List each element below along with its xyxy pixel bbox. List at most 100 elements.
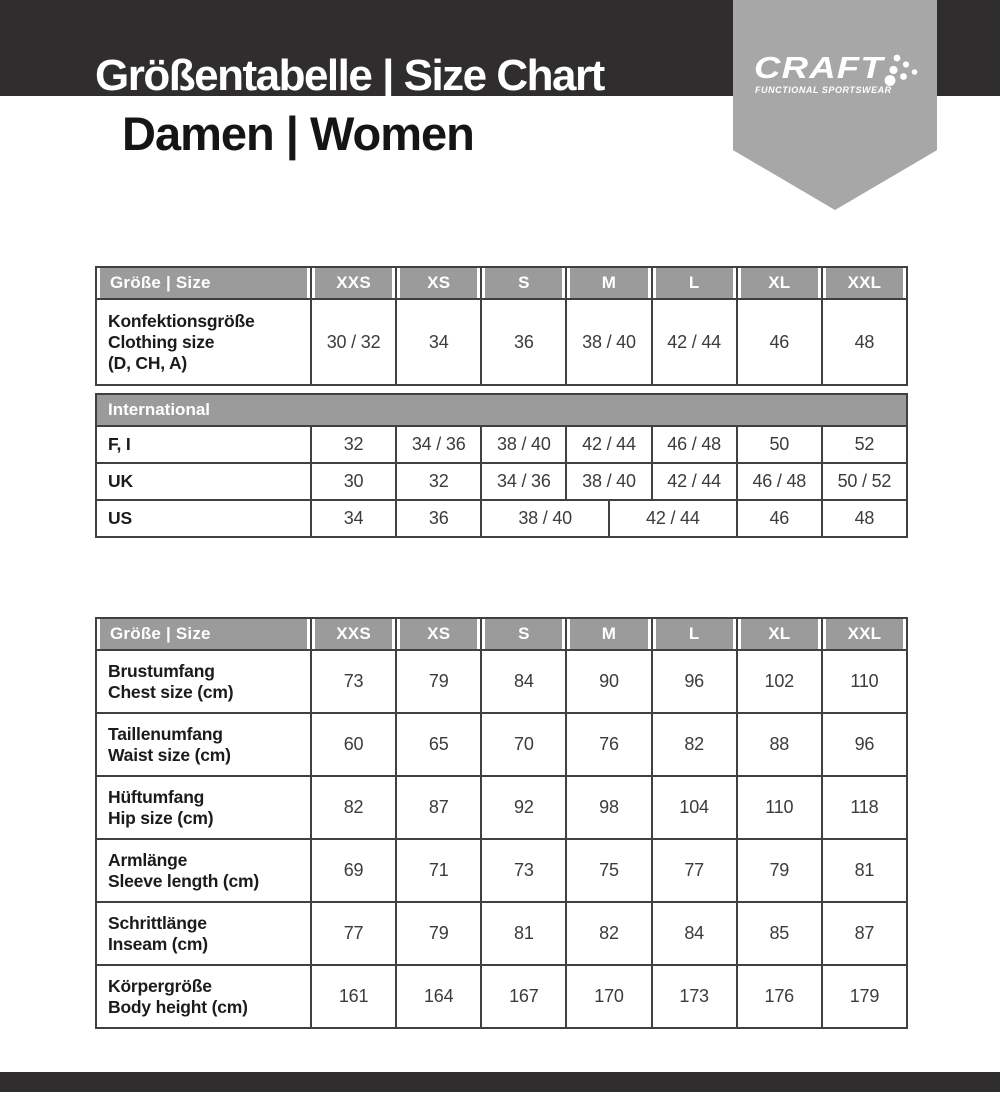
- row-label-en: Inseam (cm): [108, 933, 208, 954]
- size-value-cell: 76: [565, 712, 651, 775]
- size-value-cell: 34: [395, 298, 481, 384]
- size-value-cell: 50: [735, 425, 821, 462]
- size-value-cell: 81: [820, 838, 906, 901]
- row-label-de: Schrittlänge: [108, 912, 207, 933]
- bottom-bar: [0, 1072, 1000, 1092]
- size-value-cell: 82: [565, 901, 651, 964]
- size-col-label: S: [485, 268, 563, 298]
- international-grid: International F, I 32 34 / 36 38 / 40 42…: [95, 393, 908, 538]
- size-value-cell: 164: [395, 964, 481, 1027]
- size-value-cell: 71: [395, 838, 481, 901]
- size-value-cell: 176: [735, 964, 821, 1027]
- row-label-sleeve: Armlänge Sleeve length (cm): [97, 838, 310, 901]
- size-value-cell: 82: [650, 712, 736, 775]
- size-value-cell: 65: [395, 712, 481, 775]
- international-size-table: International F, I 32 34 / 36 38 / 40 42…: [95, 393, 908, 538]
- row-label-de: Körpergröße: [108, 975, 212, 996]
- measurements-grid: Größe | Size XXS XS S M L XL XXL Brustum…: [95, 617, 908, 1029]
- size-value-cell: 167: [480, 964, 566, 1027]
- row-label-uk: UK: [97, 462, 310, 499]
- row-label-fi: F, I: [97, 425, 310, 462]
- row-label-de: Konfektionsgröße: [108, 310, 255, 331]
- size-value-cell: 79: [395, 901, 481, 964]
- size-col-header: XXS: [310, 619, 396, 649]
- size-value-cell: 82: [310, 775, 396, 838]
- size-value-cell: 42 / 44: [650, 462, 736, 499]
- size-col-header: M: [565, 619, 651, 649]
- size-value-cell: 36: [395, 499, 481, 536]
- size-col-header: XXL: [820, 619, 906, 649]
- size-value-cell: 81: [480, 901, 566, 964]
- row-label-de: Armlänge: [108, 849, 188, 870]
- page-title: Größentabelle | Size Chart: [95, 51, 605, 100]
- size-value-cell: 36: [480, 298, 566, 384]
- size-value-cell: 48: [820, 499, 906, 536]
- size-value-cell: 38 / 40: [565, 298, 651, 384]
- row-label-de: Hüftumfang: [108, 786, 205, 807]
- size-value-cell: 118: [820, 775, 906, 838]
- size-value-cell: 32: [310, 425, 396, 462]
- size-value-cell: 50 / 52: [820, 462, 906, 499]
- row-label-en: Sleeve length (cm): [108, 870, 260, 891]
- size-col-header: XXL: [820, 268, 906, 298]
- size-col-label: L: [655, 268, 733, 298]
- size-value-cell: 84: [480, 649, 566, 712]
- size-value-cell: 48: [820, 298, 906, 384]
- size-header-label: Größe | Size: [100, 268, 307, 298]
- size-value-cell-wide: 42 / 44: [608, 499, 736, 536]
- size-col-label: XXS: [315, 619, 393, 649]
- size-value-cell: 79: [735, 838, 821, 901]
- size-col-label: XL: [740, 619, 818, 649]
- size-value-cell: 73: [310, 649, 396, 712]
- size-col-label: XS: [400, 268, 478, 298]
- size-col-label: XS: [400, 619, 478, 649]
- craft-tagline: FUNCTIONAL SPORTSWEAR: [755, 85, 892, 95]
- size-value-cell: 85: [735, 901, 821, 964]
- size-col-label: XXS: [315, 268, 393, 298]
- size-col-header: XL: [735, 619, 821, 649]
- size-header-label: Größe | Size: [100, 619, 307, 649]
- size-col-header: L: [650, 268, 736, 298]
- size-col-header: S: [480, 268, 566, 298]
- row-label-en: Chest size (cm): [108, 681, 234, 702]
- size-value-cell: 70: [480, 712, 566, 775]
- craft-dots-icon: [884, 54, 918, 86]
- size-value-cell: 42 / 44: [565, 425, 651, 462]
- size-value-cell: 84: [650, 901, 736, 964]
- size-value-cell: 30 / 32: [310, 298, 396, 384]
- size-value-cell: 170: [565, 964, 651, 1027]
- row-label-height: Körpergröße Body height (cm): [97, 964, 310, 1027]
- size-header-cell: Größe | Size: [97, 268, 310, 298]
- size-value-cell: 87: [820, 901, 906, 964]
- size-value-cell: 42 / 44: [650, 298, 736, 384]
- row-label-en: Waist size (cm): [108, 744, 231, 765]
- size-col-label: XXL: [825, 619, 903, 649]
- size-col-label: L: [655, 619, 733, 649]
- size-value-cell: 96: [820, 712, 906, 775]
- size-value-cell: 32: [395, 462, 481, 499]
- international-header: International: [97, 395, 906, 425]
- size-value-cell: 90: [565, 649, 651, 712]
- size-value-cell: 92: [480, 775, 566, 838]
- row-label-inseam: Schrittlänge Inseam (cm): [97, 901, 310, 964]
- row-label-en: Hip size (cm): [108, 807, 214, 828]
- size-value-cell: 34: [310, 499, 396, 536]
- size-col-header: XXS: [310, 268, 396, 298]
- craft-logo: CRAFT: [754, 50, 884, 85]
- size-value-cell: 30: [310, 462, 396, 499]
- size-value-cell: 77: [310, 901, 396, 964]
- size-value-cell: 38 / 40: [565, 462, 651, 499]
- size-col-header: XS: [395, 268, 481, 298]
- row-label-en: Clothing size: [108, 331, 215, 352]
- size-value-cell: 79: [395, 649, 481, 712]
- size-col-header: S: [480, 619, 566, 649]
- size-col-header: L: [650, 619, 736, 649]
- row-label-us: US: [97, 499, 310, 536]
- size-value-cell: 34 / 36: [480, 462, 566, 499]
- size-col-label: S: [485, 619, 563, 649]
- row-label-de: Brustumfang: [108, 660, 215, 681]
- size-value-cell: 88: [735, 712, 821, 775]
- clothing-size-grid: Größe | Size XXS XS S M L XL XXL Konfekt…: [95, 266, 908, 386]
- size-value-cell: 34 / 36: [395, 425, 481, 462]
